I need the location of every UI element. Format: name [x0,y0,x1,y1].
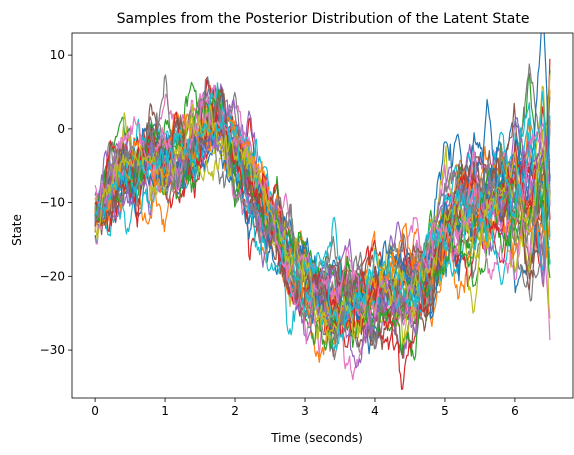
x-axis-label: Time (seconds) [270,431,363,445]
series-line [94,99,551,345]
y-axis: −30 −20 −10 0 10 [40,48,72,357]
x-tick-label: 5 [441,404,449,418]
plot-frame [71,32,574,399]
x-axis: 0 1 2 3 4 5 6 [91,398,519,418]
series-line [94,98,551,345]
series-layer [94,33,551,390]
y-tick-label: −10 [40,196,65,210]
y-tick-label: −20 [40,269,65,283]
y-tick-label: 10 [50,48,65,62]
series-line [94,105,551,342]
x-tick-label: 1 [161,404,169,418]
x-tick-label: 2 [231,404,239,418]
chart-title: Samples from the Posterior Distribution … [117,11,530,27]
x-tick-label: 4 [371,404,379,418]
x-tick-label: 6 [511,404,519,418]
y-tick-label: −30 [40,343,65,357]
x-tick-label: 0 [91,404,99,418]
x-tick-label: 3 [301,404,309,418]
y-axis-label: State [10,214,24,246]
y-tick-label: 0 [57,122,65,136]
series-line [94,90,551,342]
